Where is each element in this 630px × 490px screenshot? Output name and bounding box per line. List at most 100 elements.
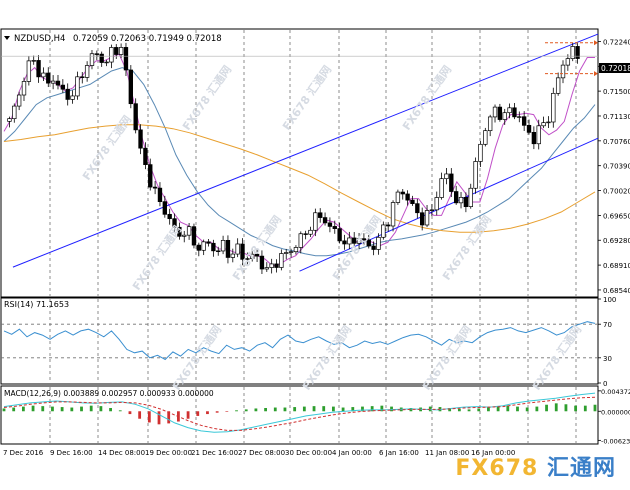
candle-bullish bbox=[26, 60, 32, 82]
watermark-fx: FX678 bbox=[455, 456, 539, 481]
target-arrow-icon bbox=[594, 40, 598, 46]
candle-bullish bbox=[444, 173, 449, 180]
rsi-series-line bbox=[3, 321, 596, 361]
candle-bearish bbox=[327, 222, 333, 227]
candle-bearish bbox=[410, 199, 415, 205]
candle-bullish bbox=[104, 61, 109, 64]
candle-bullish bbox=[536, 125, 541, 145]
macd-pane-title: MACD(12,26,9) 0.003889 0.002957 0.000933… bbox=[4, 389, 214, 398]
price-pane-border bbox=[0, 28, 599, 298]
candle-bearish bbox=[526, 124, 532, 133]
candle-bearish bbox=[133, 103, 138, 131]
macd-bar-positive bbox=[351, 407, 355, 412]
candle-bearish bbox=[46, 72, 51, 84]
macd-bar-positive bbox=[41, 406, 45, 412]
macd-tick-label: 0.004372 bbox=[601, 388, 630, 396]
macd-bar-positive bbox=[467, 409, 471, 412]
candle-bullish bbox=[288, 251, 294, 253]
candle-bullish bbox=[502, 112, 507, 120]
brand-watermark: FX678 汇通网 bbox=[455, 450, 616, 482]
candle-bullish bbox=[284, 252, 289, 254]
price-tick-label: 0.70390 bbox=[603, 163, 630, 171]
macd-pane: 0.004372 0.000000 -0.006233 MACD(12,26,9) … bbox=[0, 385, 630, 445]
candle-bearish bbox=[415, 203, 420, 214]
macd-bar-positive bbox=[583, 405, 587, 412]
candle-bullish bbox=[84, 65, 90, 78]
macd-bar-negative bbox=[147, 411, 151, 423]
macd-bar-positive bbox=[283, 407, 287, 412]
candle-bullish bbox=[220, 239, 226, 252]
candle-bearish bbox=[206, 241, 211, 244]
candle-bullish bbox=[487, 116, 493, 132]
candle-bearish bbox=[94, 53, 100, 55]
candle-bullish bbox=[308, 229, 313, 235]
candle-bearish bbox=[512, 107, 517, 118]
price-pane: 0.722400.718700.715000.711300.707600.703… bbox=[0, 28, 630, 298]
moving-average-line-2 bbox=[3, 67, 596, 257]
candle-bullish bbox=[439, 178, 444, 198]
time-tick-label: 27 Dec 08:00 bbox=[238, 449, 285, 457]
candle-bullish bbox=[201, 241, 206, 251]
macd-bar-positive bbox=[118, 410, 122, 412]
macd-bar-positive bbox=[109, 408, 112, 412]
candle-bearish bbox=[55, 80, 61, 86]
candle-bearish bbox=[216, 250, 221, 252]
candle-bullish bbox=[279, 253, 284, 268]
candle-bearish bbox=[167, 213, 172, 220]
candle-bullish bbox=[250, 253, 255, 259]
candle-bullish bbox=[50, 80, 56, 84]
candle-bullish bbox=[109, 47, 114, 63]
macd-bar-positive bbox=[564, 404, 568, 412]
time-tick-label: 6 Jan 16:00 bbox=[379, 449, 419, 457]
candle-bearish bbox=[138, 129, 143, 149]
candle-bullish bbox=[458, 196, 464, 204]
candle-bullish bbox=[478, 143, 483, 162]
macd-bar-positive bbox=[409, 408, 413, 412]
macd-bar-positive bbox=[60, 407, 64, 412]
candle-bullish bbox=[376, 236, 381, 250]
candle-bullish bbox=[186, 226, 192, 236]
candle-bullish bbox=[560, 64, 566, 79]
watermark-hui: 汇通网 bbox=[546, 456, 616, 481]
macd-bar-positive bbox=[2, 408, 6, 412]
macd-bar-positive bbox=[12, 407, 16, 412]
candle-bearish bbox=[259, 255, 265, 270]
time-axis: 7 Dec 2016 9 Dec 16:00 14 Dec 08:00 19 Dec … bbox=[3, 449, 515, 457]
macd-bar-positive bbox=[516, 406, 519, 412]
last-price-value: 0.72018 bbox=[601, 64, 630, 73]
macd-bar-positive bbox=[302, 406, 306, 412]
candle-bearish bbox=[254, 253, 260, 257]
macd-pane-border bbox=[0, 385, 599, 445]
macd-bar-positive bbox=[341, 407, 345, 412]
macd-bar-positive bbox=[89, 405, 93, 412]
candle-bullish bbox=[264, 267, 269, 270]
candle-bullish bbox=[390, 202, 396, 227]
time-tick-label: 16 Jan 00:00 bbox=[471, 449, 515, 457]
moving-average-line-3 bbox=[3, 124, 596, 233]
candle-bearish bbox=[225, 239, 231, 258]
macd-signal-line bbox=[3, 396, 596, 431]
macd-bar-positive bbox=[312, 406, 316, 412]
candle-bearish bbox=[531, 132, 537, 145]
candle-bullish bbox=[89, 53, 95, 66]
macd-bar-positive bbox=[70, 407, 74, 412]
candle-bullish bbox=[75, 76, 80, 97]
candle-bullish bbox=[356, 238, 362, 244]
candle-bearish bbox=[337, 228, 342, 242]
price-pane-title: NZDUSD,H4 bbox=[14, 34, 65, 44]
candle-bullish bbox=[298, 233, 303, 248]
macd-bar-positive bbox=[593, 404, 597, 412]
candle-bearish bbox=[449, 173, 454, 192]
candle-bearish bbox=[352, 237, 357, 244]
candle-bullish bbox=[245, 258, 250, 260]
candle-bullish bbox=[347, 237, 352, 245]
candle-bullish bbox=[12, 105, 17, 120]
candle-bearish bbox=[152, 186, 158, 189]
candle-bullish bbox=[31, 60, 36, 62]
candle-bullish bbox=[118, 47, 124, 55]
candle-bearish bbox=[322, 217, 328, 224]
candle-bullish bbox=[429, 209, 435, 211]
candle-bearish bbox=[405, 193, 410, 201]
candle-bearish bbox=[172, 218, 177, 228]
